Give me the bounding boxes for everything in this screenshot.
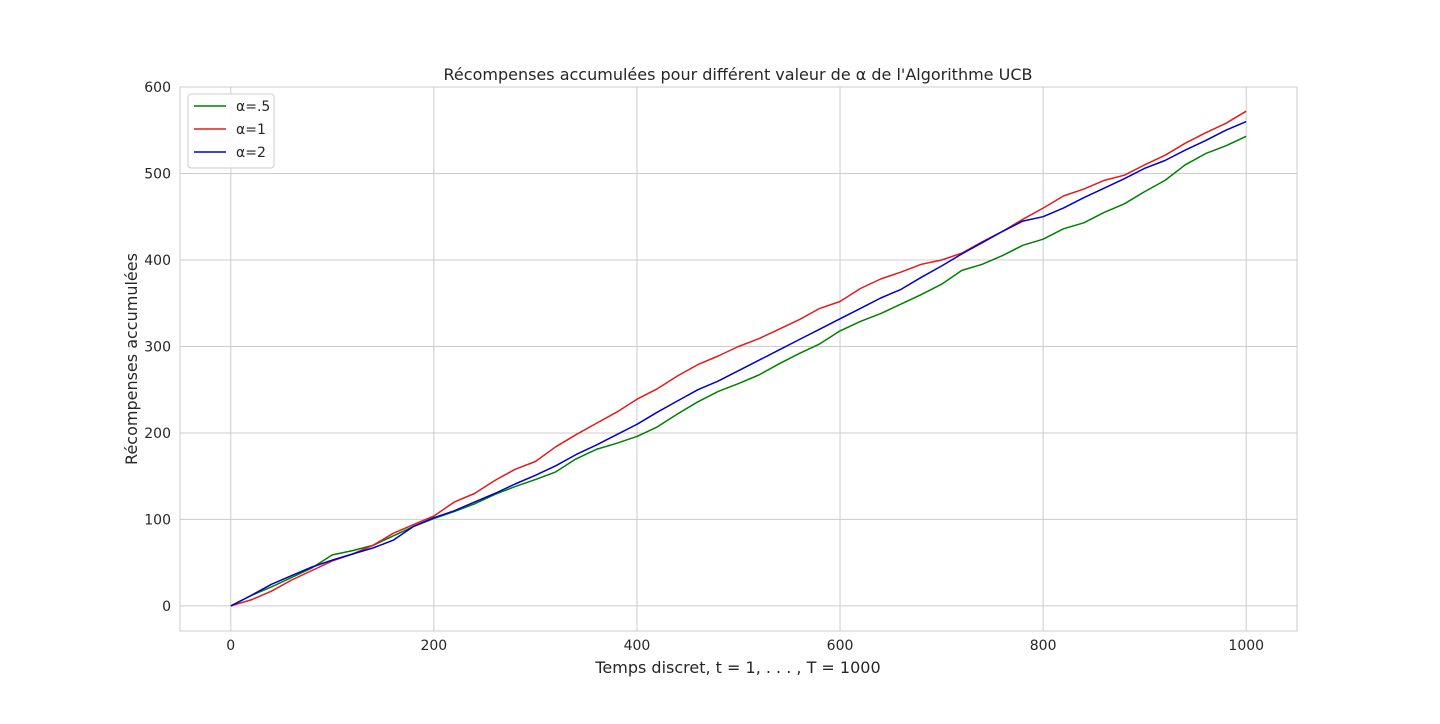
x-tick-label: 800 bbox=[1030, 638, 1057, 654]
y-tick-label: 0 bbox=[162, 599, 171, 615]
legend-label-0: α=.5 bbox=[236, 99, 270, 115]
x-tick-label: 0 bbox=[226, 638, 235, 654]
series-line-1 bbox=[230, 110, 1247, 607]
chart-title: Récompenses accumulées pour différent va… bbox=[444, 65, 1033, 84]
series-line-2 bbox=[230, 120, 1247, 607]
legend-box bbox=[187, 93, 275, 169]
legend: α=.5 α=1 α=2 bbox=[187, 93, 275, 169]
series-line-0 bbox=[230, 135, 1247, 607]
y-tick-label: 200 bbox=[144, 426, 171, 442]
y-tick-label: 600 bbox=[144, 80, 171, 96]
legend-label-1: α=1 bbox=[236, 122, 266, 138]
x-tick-label: 1000 bbox=[1228, 638, 1264, 654]
x-tick-label: 400 bbox=[624, 638, 651, 654]
y-tick-label: 400 bbox=[144, 253, 171, 269]
tick-labels: 0 200 400 600 800 1000 0 100 200 300 400 500 600 bbox=[144, 80, 1264, 654]
y-tick-label: 500 bbox=[144, 166, 171, 182]
series-lines bbox=[230, 110, 1247, 607]
x-tick-label: 200 bbox=[420, 638, 447, 654]
y-tick-label: 100 bbox=[144, 512, 171, 528]
y-tick-label: 300 bbox=[144, 339, 171, 355]
legend-label-2: α=2 bbox=[236, 145, 266, 161]
x-axis-label: Temps discret, t = 1, . . . , T = 1000 bbox=[594, 658, 880, 677]
x-tick-label: 600 bbox=[827, 638, 854, 654]
plot-area-frame bbox=[179, 86, 1298, 632]
y-axis-label: Récompenses accumulées bbox=[122, 253, 141, 465]
